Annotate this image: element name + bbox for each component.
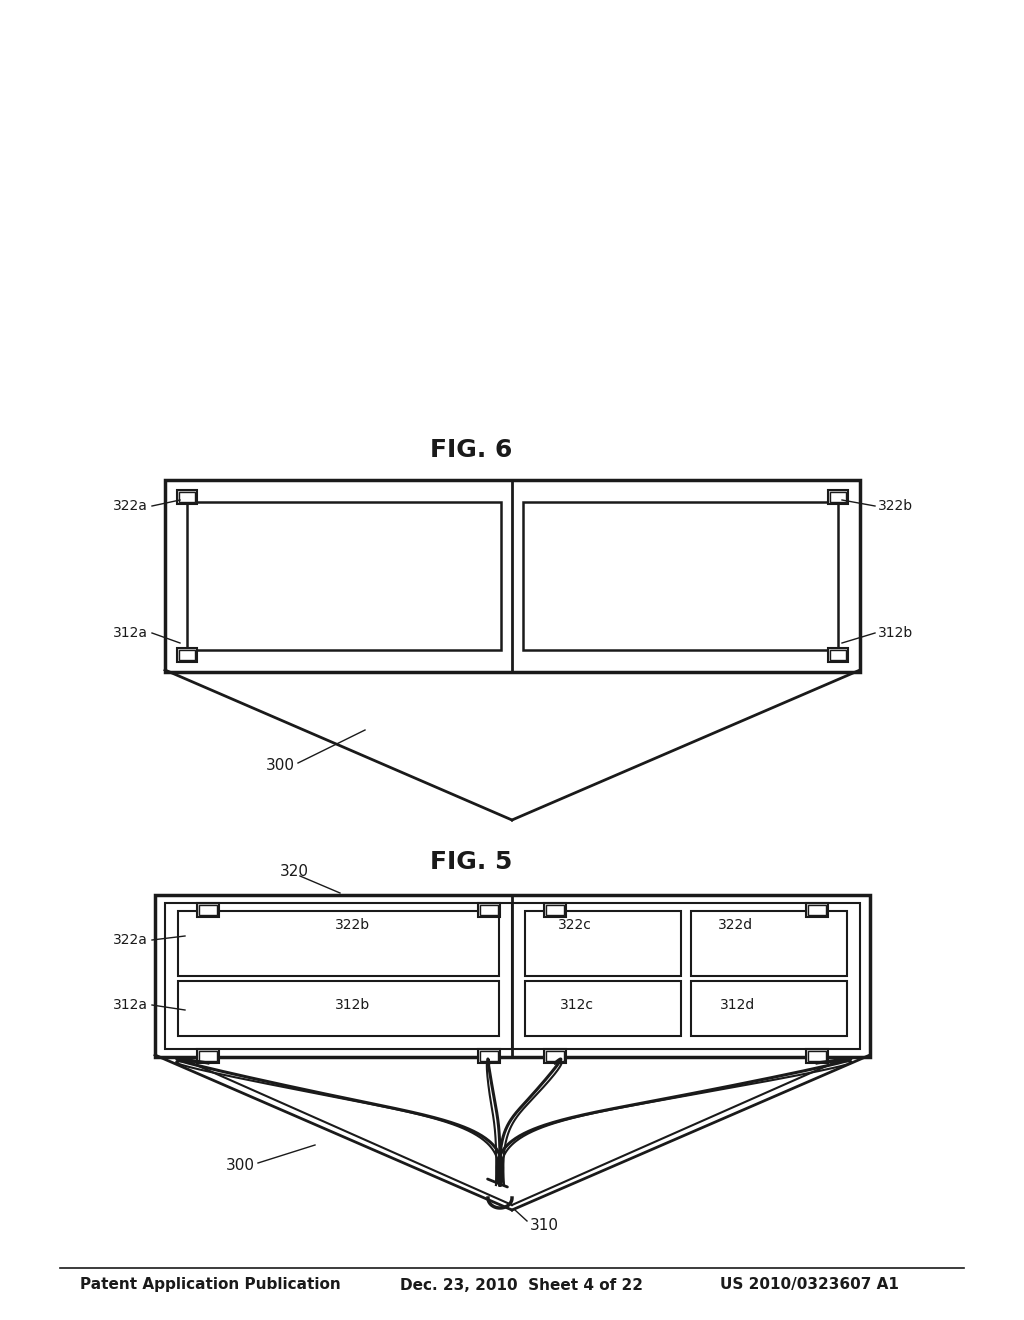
Bar xyxy=(197,903,219,917)
Bar xyxy=(691,981,847,1036)
Text: US 2010/0323607 A1: US 2010/0323607 A1 xyxy=(720,1278,899,1292)
Text: 312b: 312b xyxy=(335,998,371,1012)
Text: 312c: 312c xyxy=(560,998,594,1012)
Bar xyxy=(691,911,847,975)
Bar xyxy=(178,981,499,1036)
Bar xyxy=(155,895,870,1057)
Bar xyxy=(197,1049,219,1063)
Bar xyxy=(806,903,828,917)
Bar xyxy=(808,906,826,915)
Bar xyxy=(478,1049,500,1063)
Bar xyxy=(546,906,564,915)
Bar xyxy=(177,490,197,504)
Bar xyxy=(478,903,500,917)
Bar xyxy=(178,911,499,975)
Text: 312a: 312a xyxy=(113,998,148,1012)
Bar xyxy=(830,492,846,502)
Text: 320: 320 xyxy=(280,865,309,879)
Text: 322d: 322d xyxy=(718,917,753,932)
Text: 312b: 312b xyxy=(878,626,913,640)
Text: 322a: 322a xyxy=(113,499,148,513)
Bar xyxy=(808,1051,826,1061)
Bar xyxy=(544,903,566,917)
Text: 322c: 322c xyxy=(558,917,592,932)
Bar xyxy=(806,1049,828,1063)
Text: 300: 300 xyxy=(266,758,295,772)
Text: FIG. 5: FIG. 5 xyxy=(430,850,512,874)
Bar xyxy=(165,903,860,1049)
Text: Patent Application Publication: Patent Application Publication xyxy=(80,1278,341,1292)
Text: 322a: 322a xyxy=(113,933,148,946)
Bar xyxy=(177,648,197,663)
Text: Dec. 23, 2010  Sheet 4 of 22: Dec. 23, 2010 Sheet 4 of 22 xyxy=(400,1278,643,1292)
Bar xyxy=(523,502,838,649)
Bar xyxy=(544,1049,566,1063)
Bar xyxy=(546,1051,564,1061)
Text: 322b: 322b xyxy=(878,499,913,513)
Bar xyxy=(199,1051,217,1061)
Bar xyxy=(179,492,195,502)
Text: 322b: 322b xyxy=(335,917,370,932)
Bar xyxy=(828,490,848,504)
Bar xyxy=(828,648,848,663)
Text: 312a: 312a xyxy=(113,626,148,640)
Text: 310: 310 xyxy=(530,1217,559,1233)
Bar xyxy=(480,906,498,915)
Text: 312d: 312d xyxy=(720,998,756,1012)
Bar xyxy=(525,981,681,1036)
Bar xyxy=(179,649,195,660)
Bar xyxy=(187,502,501,649)
Bar xyxy=(199,906,217,915)
Bar xyxy=(525,911,681,975)
Text: FIG. 6: FIG. 6 xyxy=(430,438,512,462)
Bar xyxy=(165,480,860,672)
Text: 300: 300 xyxy=(226,1158,255,1172)
Bar xyxy=(830,649,846,660)
Bar xyxy=(480,1051,498,1061)
